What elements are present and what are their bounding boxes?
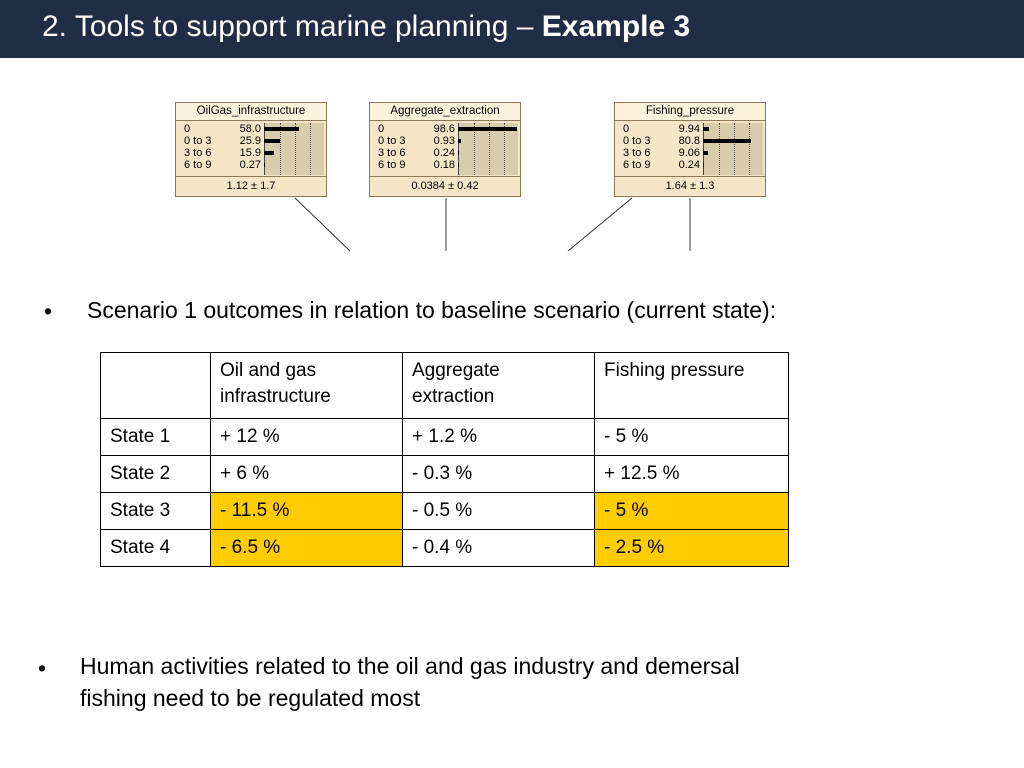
probability-bar [458,127,518,131]
row-value: 9.94 [678,123,700,135]
node-oilgas-infrastructure: OilGas_infrastructure 0 58.0 0 to 3 25.9 3… [175,102,327,197]
table-header-cell [100,352,211,419]
scenario-table: Oil and gas infrastructure Aggregate ext… [100,352,789,567]
node-rows: 0 58.0 0 to 3 25.9 3 to 6 15.9 6 to 9 0.27 [176,121,326,177]
bullet-text: Scenario 1 outcomes in relation to basel… [87,297,777,323]
row-label: 6 to 9 [623,159,651,171]
slide-title-main: 2. Tools to support marine planning – [42,10,542,43]
connector-oilgas [294,197,351,252]
fishing-cell-highlighted: - 2.5 % [594,529,789,567]
aggregate-cell: - 0.5 % [402,492,595,530]
node-row: 0 98.6 [370,123,520,135]
probability-bar [703,139,752,143]
node-bar-grid [264,123,324,175]
fishing-cell: - 5 % [594,418,789,456]
node-row: 6 to 9 0.24 [615,159,765,171]
table-header-cell: Fishing pressure [594,352,789,419]
row-label: 0 [184,123,191,135]
node-bar-grid [458,123,518,175]
bullet-text-line1: Human activities related to the oil and … [80,653,740,679]
node-row: 6 to 9 0.18 [370,159,520,171]
aggregate-cell: - 0.3 % [402,455,595,493]
node-row: 0 58.0 [176,123,326,135]
state-cell: State 2 [100,455,211,493]
slide-title: 2. Tools to support marine planning – Ex… [42,10,690,44]
table-header-cell: Oil and gas infrastructure [210,352,403,419]
bullet-text-line2: fishing need to be regulated most [80,685,421,711]
oil-cell: + 6 % [210,455,403,493]
node-row: 0 9.94 [615,123,765,135]
probability-bar [458,139,461,143]
node-title: OilGas_infrastructure [176,103,326,121]
row-value: 98.6 [433,123,455,135]
node-aggregate-extraction: Aggregate_extraction 0 98.6 0 to 3 0.93 3 … [369,102,521,197]
row-label: 6 to 9 [378,159,406,171]
oil-cell: + 12 % [210,418,403,456]
node-row: 0 to 3 25.9 [176,135,326,147]
state-cell: State 4 [100,529,211,567]
probability-bar [703,127,709,131]
row-value: 0.93 [433,135,455,147]
probability-bar [264,127,299,131]
row-value: 0.27 [239,159,261,171]
node-row: 0 to 3 80.8 [615,135,765,147]
oil-cell-highlighted: - 11.5 % [210,492,403,530]
node-summary: 0.0384 ± 0.42 [411,180,479,192]
node-rows: 0 98.6 0 to 3 0.93 3 to 6 0.24 6 to 9 0.18 [370,121,520,177]
node-title: Aggregate_extraction [370,103,520,121]
node-summary: 1.12 ± 1.7 [226,180,276,192]
row-value: 80.8 [678,135,700,147]
bullet-dot: • [38,655,47,681]
slide-title-bold: Example 3 [541,10,691,43]
table-header-row: Oil and gas infrastructure Aggregate ext… [100,352,789,419]
node-summary: 1.64 ± 1.3 [665,180,715,192]
node-row: 3 to 6 0.24 [370,147,520,159]
fishing-cell: + 12.5 % [594,455,789,493]
row-value: 9.06 [678,147,700,159]
row-label: 0 to 3 [184,135,212,147]
node-row: 3 to 6 15.9 [176,147,326,159]
aggregate-cell: + 1.2 % [402,418,595,456]
node-fishing-pressure: Fishing_pressure 0 9.94 0 to 3 80.8 3 to 6… [614,102,766,197]
bullet-dot: • [44,298,53,324]
node-row: 3 to 6 9.06 [615,147,765,159]
row-label: 0 to 3 [623,135,651,147]
row-label: 6 to 9 [184,159,212,171]
node-row: 6 to 9 0.27 [176,159,326,171]
table-header-cell: Aggregate extraction [402,352,595,419]
table-row: State 4 - 6.5 % - 0.4 % - 2.5 % [100,529,789,567]
row-value: 58.0 [239,123,261,135]
oil-cell-highlighted: - 6.5 % [210,529,403,567]
aggregate-cell: - 0.4 % [402,529,595,567]
fishing-cell-highlighted: - 5 % [594,492,789,530]
row-value: 0.24 [433,147,455,159]
table-row: State 2 + 6 % - 0.3 % + 12.5 % [100,455,789,493]
node-row: 0 to 3 0.93 [370,135,520,147]
connector-fishing-diag [567,197,633,252]
row-value: 25.9 [239,135,261,147]
probability-bar [264,151,274,155]
state-cell: State 3 [100,492,211,530]
title-bar: 2. Tools to support marine planning – Ex… [0,0,1024,58]
probability-bar [703,151,709,155]
node-bar-grid [703,123,763,175]
row-value: 15.9 [239,147,261,159]
row-label: 0 [378,123,385,135]
row-label: 3 to 6 [623,147,651,159]
node-title: Fishing_pressure [615,103,765,121]
row-label: 0 to 3 [378,135,406,147]
row-value: 0.24 [678,159,700,171]
row-label: 3 to 6 [184,147,212,159]
row-value: 0.18 [433,159,455,171]
probability-bar [264,139,280,143]
row-label: 0 [623,123,630,135]
table-row: State 3 - 11.5 % - 0.5 % - 5 % [100,492,789,530]
row-label: 3 to 6 [378,147,406,159]
table-row: State 1 + 12 % + 1.2 % - 5 % [100,418,789,456]
state-cell: State 1 [100,418,211,456]
node-rows: 0 9.94 0 to 3 80.8 3 to 6 9.06 6 to 9 0.24 [615,121,765,177]
